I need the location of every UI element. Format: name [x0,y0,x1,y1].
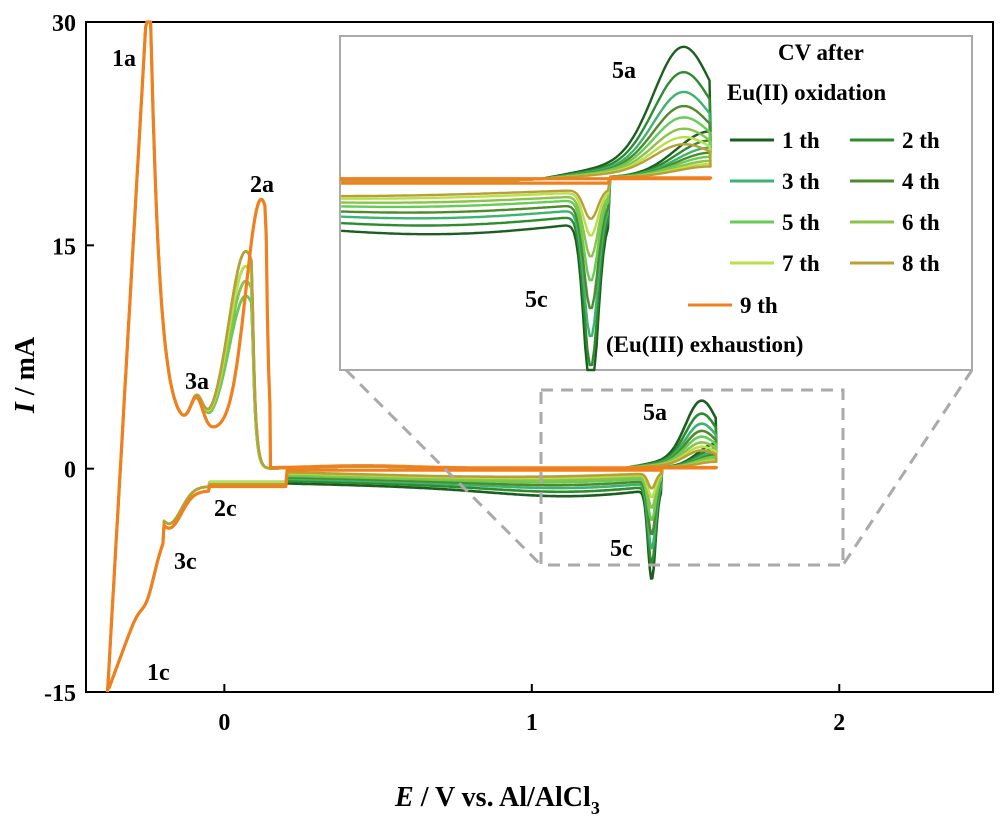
legend-label-7: 7 th [782,251,820,276]
peak-label-3c: 3c [174,549,197,575]
legend-label-6: 6 th [902,210,940,235]
inset-series-9 [340,176,713,185]
zoom-connector-left [344,368,543,567]
legend-title-line-2: Eu(II) oxidation [727,80,886,105]
y-tick-label: 30 [52,11,76,37]
inset-peak-label-5c: 5c [525,287,548,313]
y-axis-label-variable: I [10,401,41,414]
y-tick-label: -15 [44,681,76,707]
x-axis-ticks: 0 1 2 [218,684,845,736]
peak-label-2c: 2c [214,496,237,522]
legend-label-1: 1 th [782,128,820,153]
zoom-connector-right [841,369,974,566]
legend-label-4: 4 th [902,169,940,194]
legend-label-3: 3 th [782,169,820,194]
x-tick-label: 2 [833,710,845,736]
x-axis-label-subscript: 3 [591,798,600,818]
legend-title-line-1: CV after [778,40,864,65]
x-axis-label-text: / V vs. Al/AlCl [414,782,591,813]
peak-label-1a: 1a [112,46,136,72]
x-axis-label: E / V vs. Al/AlCl3 [394,782,600,818]
legend-entries: 1 th 2 th 3 th 4 th 5 th 6 th 7 th 8 th 9 th [688,128,940,318]
legend-note: (Eu(III) exhaustion) [606,332,803,357]
legend: CV after Eu(II) oxidation 1 th 2 th 3 th 4 … [606,40,940,357]
legend-label-8: 8 th [902,251,940,276]
y-tick-label: 15 [52,234,76,260]
peak-label-2a: 2a [250,172,274,198]
peak-label-3a: 3a [185,369,209,395]
main-curves [105,20,718,693]
legend-label-2: 2 th [902,128,940,153]
inset-curves [340,45,713,372]
peak-label-5a: 5a [643,400,667,426]
inset-peak-label-5a: 5a [612,58,636,84]
y-axis-ticks: -15 0 15 30 [44,11,94,707]
legend-label-5: 5 th [782,210,820,235]
zoom-region-box [539,388,845,567]
x-tick-label: 0 [218,710,230,736]
plot-frame [85,21,994,693]
y-axis-label: I / mA [10,336,41,414]
x-tick-label: 1 [526,710,538,736]
y-axis-label-text: / mA [10,336,41,402]
peak-label-5c: 5c [610,536,633,562]
legend-label-9: 9 th [740,293,778,318]
peak-label-1c: 1c [147,660,170,686]
y-tick-label: 0 [64,458,76,484]
x-axis-label-variable: E [394,782,414,813]
main-series-9 [105,20,718,693]
